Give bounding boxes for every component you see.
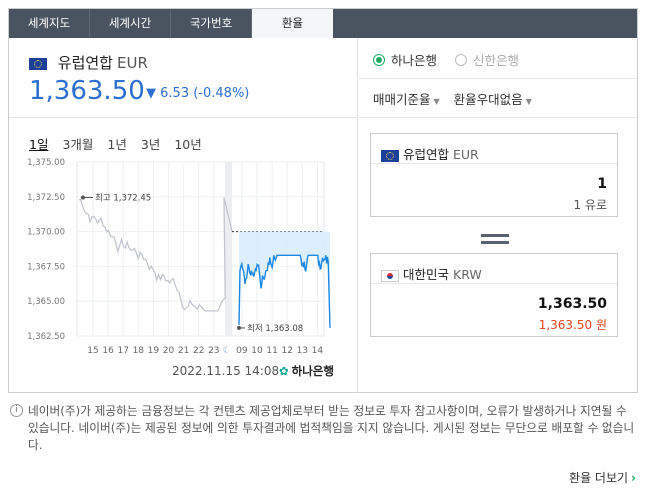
x-tick-label: 17	[117, 346, 128, 356]
high-label: 최고 1,372.45	[95, 192, 151, 203]
x-tick-label: 14	[312, 346, 324, 356]
rate-options: 매매기준율 ▼ 환율우대없음 ▼	[359, 78, 637, 118]
preferential-select-label: 환율우대없음	[453, 91, 523, 107]
change-percent: (-0.48%)	[193, 86, 250, 101]
y-tick-label: 1,370.00	[27, 228, 65, 238]
timestamp: 2022.11.15 14:08	[172, 364, 280, 378]
tab-world-time[interactable]: 세계시간	[90, 9, 171, 38]
bank-selector: 하나은행 신한은행	[373, 50, 519, 69]
info-icon: i	[10, 404, 23, 417]
from-currency-select[interactable]: 유럽연합 EUR	[371, 134, 617, 164]
currency-code: EUR	[116, 54, 148, 72]
chevron-down-icon: ▼	[525, 96, 532, 106]
from-currency-label: 유럽연합 EUR	[381, 144, 479, 163]
from-amount-input[interactable]: 1	[597, 176, 607, 192]
x-tick-label: 15	[87, 346, 98, 356]
radio-icon	[455, 54, 468, 66]
from-currency-name: 유럽연합	[402, 147, 449, 162]
period-1d[interactable]: 1일	[29, 137, 49, 152]
x-tick-label: 20	[163, 346, 175, 356]
from-amount-unit: 1 유로	[573, 198, 607, 212]
converter-panel: 하나은행 신한은행 매매기준율 ▼ 환율우대없음 ▼ 유럽연합 EUR 1 1 유로 …	[359, 38, 637, 393]
x-tick-label: 10	[251, 346, 263, 356]
y-tick-label: 1,375.00	[27, 158, 65, 168]
x-tick-label: 13	[297, 346, 308, 356]
bank-logo-text: 하나은행	[291, 364, 334, 378]
x-tick-label: 16	[102, 346, 114, 356]
rate-panel: 유럽연합 EUR 1,363.50 ▼ 6.53 (-0.48%) 1일 3개월 …	[9, 38, 358, 393]
low-label: 최저 1,363.08	[247, 323, 303, 334]
x-tick-label: 21	[178, 346, 189, 356]
tab-exchange-rate[interactable]: 환율	[252, 9, 333, 38]
rate-change: ▼ 6.53 (-0.48%)	[146, 86, 249, 101]
equals-icon	[481, 234, 509, 246]
period-10y[interactable]: 10년	[174, 137, 202, 152]
x-tick-label: 19	[148, 346, 160, 356]
y-tick-label: 1,362.50	[27, 332, 65, 342]
bank-option-shinhan[interactable]: 신한은행	[455, 50, 519, 69]
x-tick-label: 18	[133, 346, 145, 356]
exchange-rate-widget: 세계지도 세계시간 국가번호 환율 유럽연합 EUR 1,363.50 ▼ 6.5…	[8, 8, 638, 393]
rate-chart: 1,375.00 1,372.50 1,370.00 1,367.50 1,365.00…	[27, 158, 331, 356]
y-tick-label: 1,372.50	[27, 193, 65, 203]
korea-flag-icon	[381, 269, 399, 282]
chevron-down-icon: ▼	[433, 96, 440, 106]
to-amount-input[interactable]: 1,363.50	[537, 296, 607, 312]
history-series-line	[78, 197, 233, 312]
period-1y[interactable]: 1년	[107, 137, 127, 152]
chevron-right-icon: ›	[631, 471, 636, 485]
currency-label: 유럽연합	[57, 54, 113, 72]
from-currency-box[interactable]: 유럽연합 EUR 1 1 유로	[370, 133, 618, 217]
eu-flag-icon	[381, 149, 399, 162]
radio-selected-icon	[373, 54, 385, 66]
x-tick-label: 22	[193, 346, 204, 356]
disclaimer-text: 네이버(주)가 제공하는 금융정보는 각 컨텐츠 제공업체로부터 받는 정보로 …	[28, 404, 635, 452]
bank-option-hana[interactable]: 하나은행	[373, 50, 437, 69]
current-rate: 1,363.50	[29, 76, 145, 106]
preferential-select[interactable]: 환율우대없음 ▼	[454, 89, 532, 108]
x-tick-label: 12	[281, 346, 292, 356]
closed-market-band	[225, 162, 232, 336]
tab-bar: 세계지도 세계시간 국가번호 환율	[9, 9, 637, 38]
to-currency-select[interactable]: 대한민국 KRW	[371, 254, 617, 284]
y-tick-label: 1,367.50	[27, 262, 65, 272]
tab-country-code[interactable]: 국가번호	[171, 9, 252, 38]
bank-logo: ✿ 하나은행	[279, 363, 334, 379]
basis-select[interactable]: 매매기준율 ▼	[373, 89, 440, 108]
basis-select-label: 매매기준율	[373, 91, 431, 107]
eu-flag-icon	[29, 57, 47, 70]
x-tick-label: 23	[208, 346, 219, 356]
disclaimer: i 네이버(주)가 제공하는 금융정보는 각 컨텐츠 제공업체로부터 받는 정보…	[10, 403, 640, 454]
more-link-label: 환율 더보기	[569, 471, 629, 485]
to-amount-unit: 1,363.50 원	[538, 318, 607, 332]
y-tick-label: 1,365.00	[27, 297, 65, 307]
down-arrow-icon: ▼	[146, 86, 156, 101]
to-currency-label: 대한민국 KRW	[381, 264, 482, 283]
more-exchange-link[interactable]: 환율 더보기 ›	[569, 469, 636, 486]
today-series-line	[238, 254, 331, 328]
to-currency-name: 대한민국	[402, 267, 449, 282]
x-tick-label: 09	[236, 346, 248, 356]
period-selector: 1일 3개월 1년 3년 10년	[29, 134, 202, 153]
hana-bank-icon: ✿	[279, 364, 289, 378]
rate-header: 유럽연합 EUR 1,363.50 ▼ 6.53 (-0.48%)	[9, 38, 358, 118]
period-3m[interactable]: 3개월	[62, 137, 94, 152]
bank-option-label: 신한은행	[473, 53, 520, 68]
bank-option-label: 하나은행	[391, 53, 438, 68]
to-currency-box[interactable]: 대한민국 KRW 1,363.50 1,363.50 원	[370, 253, 618, 337]
to-currency-code: KRW	[453, 267, 482, 282]
currency-name: 유럽연합 EUR	[29, 52, 148, 73]
today-series-fill	[239, 231, 330, 328]
moon-icon: ☾	[223, 346, 231, 356]
change-value: 6.53	[160, 86, 190, 101]
x-tick-label: 11	[266, 346, 277, 356]
from-currency-code: EUR	[453, 147, 479, 162]
period-3y[interactable]: 3년	[140, 137, 161, 152]
tab-world-map[interactable]: 세계지도	[9, 9, 90, 38]
